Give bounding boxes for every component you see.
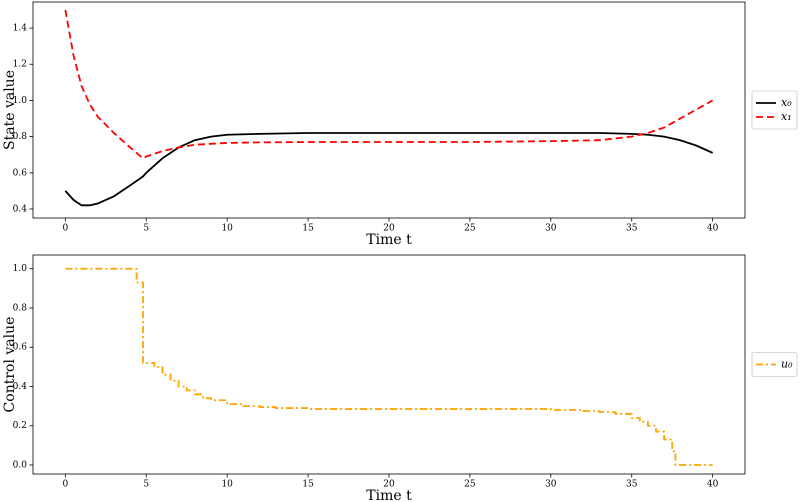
x-tick-label: 20 — [383, 224, 395, 234]
series-line — [64, 9, 714, 160]
y-tick-label: 0.4 — [13, 382, 28, 392]
plot-frame — [32, 254, 746, 475]
legend-label: u₀ — [781, 358, 793, 371]
x-axis-title: Time t — [366, 488, 412, 502]
x-tick-label: 15 — [302, 480, 314, 490]
x-tick-label: 0 — [62, 224, 68, 234]
x-tick-label: 10 — [221, 224, 233, 234]
x-tick-label: 20 — [383, 480, 395, 490]
x-tick-label: 35 — [626, 480, 638, 490]
x-tick-label: 40 — [707, 480, 719, 490]
x-tick-label: 5 — [143, 480, 149, 490]
x-axis-title: Time t — [366, 232, 412, 248]
x-tick-label: 40 — [707, 224, 719, 234]
y-tick-label: 1.4 — [13, 24, 28, 34]
x-tick-label: 30 — [545, 224, 557, 234]
x-tick-label: 25 — [464, 224, 476, 234]
x-tick-label: 25 — [464, 480, 476, 490]
y-tick-label: 1.0 — [13, 264, 28, 274]
y-tick-label: 1.0 — [13, 96, 28, 106]
series-line — [65, 267, 713, 466]
y-axis-title: State value — [2, 70, 18, 150]
x-tick-label: 10 — [221, 480, 233, 490]
legend-box — [751, 90, 798, 130]
x-tick-label: 5 — [143, 224, 149, 234]
x-tick-label: 35 — [626, 224, 638, 234]
y-tick-label: 0.0 — [13, 460, 28, 470]
legend-label: x₀ — [781, 96, 792, 109]
subplot: 0 5 10 15 20 25 30 35 40 0.0 0.2 0.4 0.6 0.8 1.0 Time t… — [2, 254, 798, 502]
y-tick-label: 0.6 — [13, 168, 28, 178]
y-tick-label: 1.2 — [13, 60, 27, 70]
y-tick-label: 0.8 — [13, 303, 28, 313]
x-tick-label: 0 — [62, 480, 68, 490]
legend-label: x₁ — [781, 110, 792, 123]
y-tick-label: 0.8 — [13, 132, 28, 142]
subplot: 0 5 10 15 20 25 30 35 40 0.4 0.6 0.8 1.0 1.2 1.4 Time t… — [2, 1, 798, 248]
x-tick-label: 15 — [302, 224, 314, 234]
y-tick-label: 0.2 — [13, 421, 27, 431]
plot-frame — [32, 1, 746, 219]
series-line — [64, 132, 714, 207]
x-tick-label: 30 — [545, 480, 557, 490]
y-tick-label: 0.6 — [13, 343, 28, 353]
y-axis-title: Control value — [2, 317, 18, 413]
y-tick-label: 0.4 — [13, 204, 28, 214]
